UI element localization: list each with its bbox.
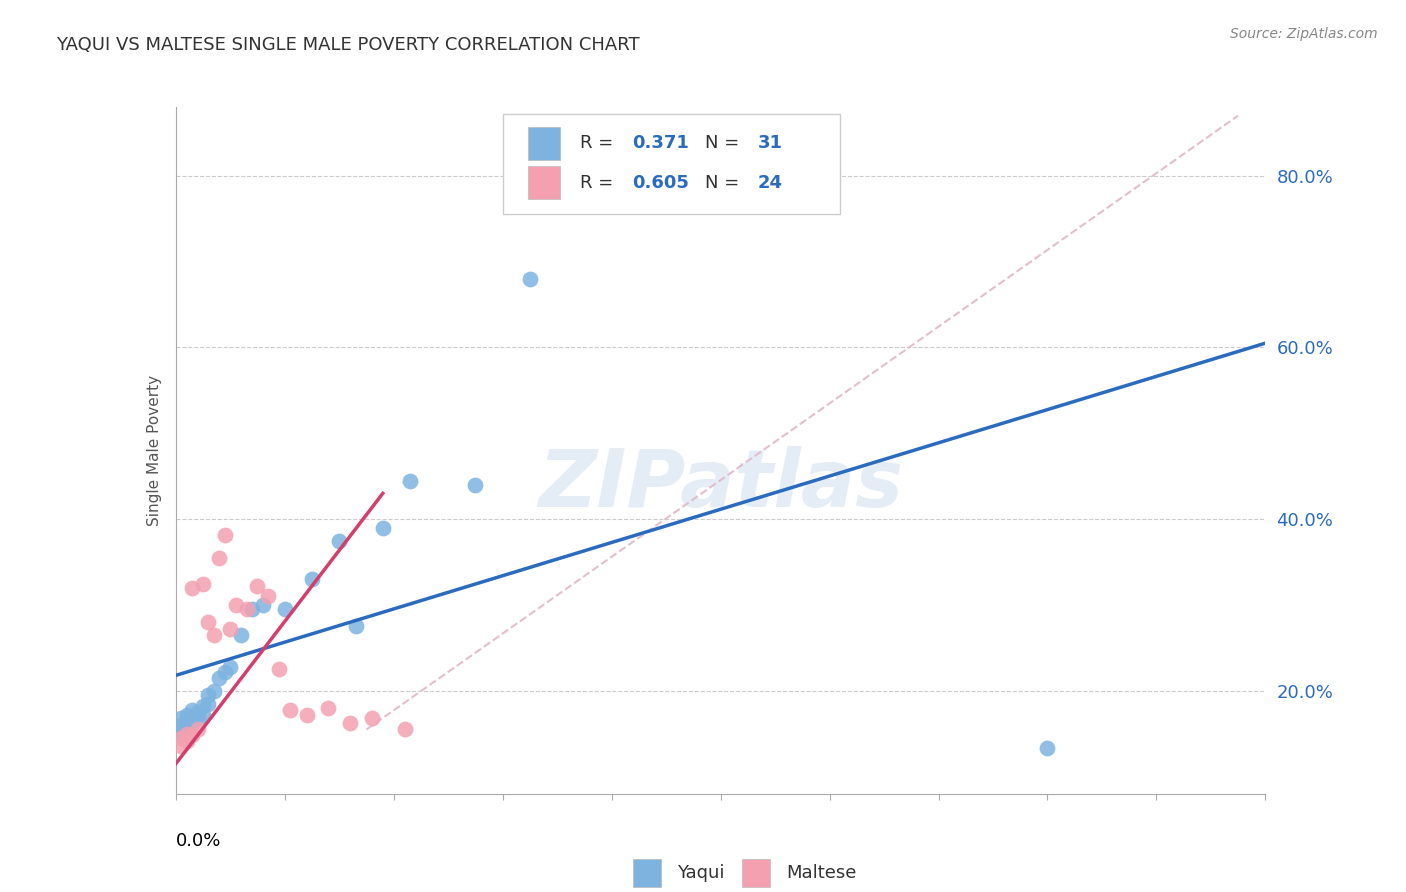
Text: 0.0%: 0.0% bbox=[176, 831, 221, 850]
Point bbox=[219, 660, 242, 674]
Point bbox=[214, 527, 236, 541]
Point bbox=[269, 662, 291, 676]
Text: Maltese: Maltese bbox=[786, 863, 856, 882]
Point bbox=[176, 707, 198, 722]
FancyBboxPatch shape bbox=[742, 859, 769, 887]
Point bbox=[246, 579, 269, 593]
Point bbox=[186, 723, 209, 737]
Point bbox=[225, 598, 247, 612]
Point bbox=[181, 729, 204, 743]
FancyBboxPatch shape bbox=[503, 114, 841, 213]
Text: 0.605: 0.605 bbox=[633, 174, 689, 192]
Text: Yaqui: Yaqui bbox=[678, 863, 724, 882]
Point bbox=[208, 550, 231, 565]
Point bbox=[208, 671, 231, 685]
Point bbox=[170, 711, 193, 725]
Point bbox=[519, 271, 541, 285]
Point bbox=[186, 706, 209, 720]
Point bbox=[371, 521, 394, 535]
Text: YAQUI VS MALTESE SINGLE MALE POVERTY CORRELATION CHART: YAQUI VS MALTESE SINGLE MALE POVERTY COR… bbox=[56, 36, 640, 54]
Y-axis label: Single Male Poverty: Single Male Poverty bbox=[146, 375, 162, 526]
Text: ZIPatlas: ZIPatlas bbox=[538, 446, 903, 524]
Text: 0.371: 0.371 bbox=[633, 135, 689, 153]
Point bbox=[219, 622, 242, 636]
Point bbox=[257, 590, 280, 604]
Point bbox=[202, 628, 225, 642]
Text: R =: R = bbox=[581, 135, 619, 153]
Point bbox=[274, 602, 297, 616]
Point bbox=[191, 576, 214, 591]
Point bbox=[170, 725, 193, 739]
Text: 31: 31 bbox=[758, 135, 783, 153]
Point bbox=[339, 716, 361, 731]
Point bbox=[344, 619, 367, 633]
Text: Source: ZipAtlas.com: Source: ZipAtlas.com bbox=[1230, 27, 1378, 41]
Point bbox=[176, 720, 198, 734]
Point bbox=[231, 628, 253, 642]
Point bbox=[301, 572, 323, 586]
Point bbox=[318, 701, 340, 715]
Point bbox=[252, 598, 274, 612]
Point bbox=[295, 707, 318, 722]
Point bbox=[214, 665, 236, 679]
Point bbox=[197, 615, 219, 630]
Point bbox=[181, 709, 204, 723]
Point bbox=[176, 727, 198, 741]
Point bbox=[186, 711, 209, 725]
Point bbox=[170, 739, 193, 753]
Point bbox=[170, 718, 193, 732]
Point bbox=[176, 714, 198, 728]
Point bbox=[191, 707, 214, 722]
Point bbox=[240, 602, 263, 616]
FancyBboxPatch shape bbox=[527, 127, 561, 160]
Point bbox=[181, 703, 204, 717]
Text: R =: R = bbox=[581, 174, 619, 192]
Point bbox=[394, 723, 416, 737]
Point bbox=[181, 716, 204, 731]
Point bbox=[328, 533, 350, 548]
Point bbox=[278, 703, 301, 717]
Point bbox=[1036, 740, 1059, 755]
Point bbox=[202, 683, 225, 698]
Text: N =: N = bbox=[706, 135, 745, 153]
Point bbox=[176, 733, 198, 747]
Text: 24: 24 bbox=[758, 174, 783, 192]
Text: N =: N = bbox=[706, 174, 745, 192]
FancyBboxPatch shape bbox=[527, 166, 561, 199]
Point bbox=[170, 731, 193, 745]
Point bbox=[191, 699, 214, 714]
Point bbox=[464, 478, 486, 492]
Point bbox=[399, 474, 422, 488]
Point bbox=[197, 697, 219, 711]
Point bbox=[181, 581, 204, 595]
Point bbox=[360, 711, 382, 725]
Point bbox=[235, 602, 257, 616]
Point bbox=[197, 688, 219, 702]
FancyBboxPatch shape bbox=[633, 859, 661, 887]
